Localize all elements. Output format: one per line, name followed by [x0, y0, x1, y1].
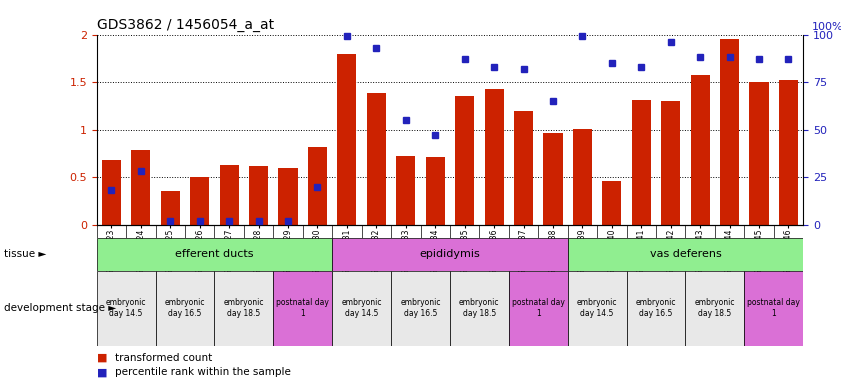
Bar — [249, 166, 268, 225]
Text: embryonic
day 16.5: embryonic day 16.5 — [165, 298, 205, 318]
Bar — [779, 80, 798, 225]
Text: vas deferens: vas deferens — [649, 249, 722, 260]
Bar — [273, 271, 332, 346]
Bar — [744, 271, 803, 346]
Text: embryonic
day 18.5: embryonic day 18.5 — [459, 298, 500, 318]
Bar — [568, 271, 627, 346]
Bar — [509, 271, 568, 346]
Bar — [332, 238, 568, 271]
Text: transformed count: transformed count — [115, 353, 213, 363]
Text: GDS3862 / 1456054_a_at: GDS3862 / 1456054_a_at — [97, 18, 274, 32]
Bar — [102, 160, 121, 225]
Bar — [720, 39, 739, 225]
Bar — [602, 181, 621, 225]
Bar — [97, 238, 332, 271]
Bar — [573, 129, 592, 225]
Bar — [396, 156, 415, 225]
Bar — [450, 271, 509, 346]
Bar — [367, 93, 386, 225]
Bar — [131, 149, 151, 225]
Bar — [514, 111, 533, 225]
Bar — [690, 75, 710, 225]
Bar — [627, 271, 685, 346]
Bar — [337, 54, 357, 225]
Text: embryonic
day 14.5: embryonic day 14.5 — [106, 298, 146, 318]
Text: 100%: 100% — [812, 22, 841, 32]
Bar — [426, 157, 445, 225]
Bar — [214, 271, 273, 346]
Bar — [97, 271, 156, 346]
Text: percentile rank within the sample: percentile rank within the sample — [115, 367, 291, 377]
Bar — [749, 82, 769, 225]
Bar — [161, 191, 180, 225]
Text: embryonic
day 14.5: embryonic day 14.5 — [577, 298, 617, 318]
Text: postnatal day
1: postnatal day 1 — [277, 298, 329, 318]
Text: ■: ■ — [97, 367, 111, 377]
Text: development stage ►: development stage ► — [4, 303, 116, 313]
Text: embryonic
day 16.5: embryonic day 16.5 — [636, 298, 676, 318]
Bar — [278, 168, 298, 225]
Text: embryonic
day 16.5: embryonic day 16.5 — [400, 298, 441, 318]
Bar — [632, 100, 651, 225]
Text: efferent ducts: efferent ducts — [175, 249, 254, 260]
Bar — [661, 101, 680, 225]
Text: tissue ►: tissue ► — [4, 249, 46, 260]
Text: epididymis: epididymis — [420, 249, 480, 260]
Bar — [156, 271, 214, 346]
Bar — [455, 96, 474, 225]
Text: postnatal day
1: postnatal day 1 — [512, 298, 564, 318]
Text: embryonic
day 18.5: embryonic day 18.5 — [224, 298, 264, 318]
Bar — [308, 147, 327, 225]
Bar — [484, 89, 504, 225]
Bar — [391, 271, 450, 346]
Bar — [332, 271, 391, 346]
Bar — [220, 165, 239, 225]
Bar — [190, 177, 209, 225]
Bar — [543, 133, 563, 225]
Text: ■: ■ — [97, 353, 111, 363]
Text: postnatal day
1: postnatal day 1 — [748, 298, 800, 318]
Bar — [685, 271, 744, 346]
Text: embryonic
day 18.5: embryonic day 18.5 — [695, 298, 735, 318]
Bar — [568, 238, 803, 271]
Text: embryonic
day 14.5: embryonic day 14.5 — [341, 298, 382, 318]
